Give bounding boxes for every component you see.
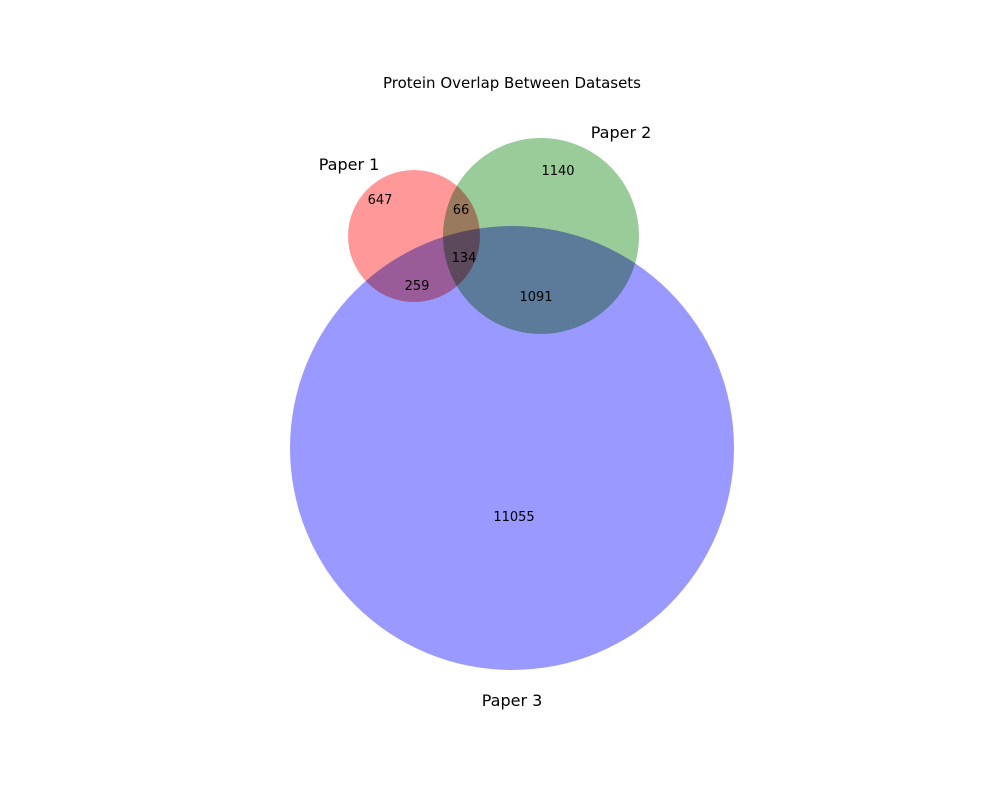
circles-layer (290, 138, 734, 670)
circle-paper-1 (348, 170, 480, 302)
region-label-paper-1-3: 259 (405, 279, 430, 294)
set-label-paper-3: Paper 3 (482, 691, 543, 710)
region-label-paper-1-only: 647 (368, 193, 393, 208)
set-label-paper-2: Paper 2 (591, 123, 652, 142)
circle-paper-3 (290, 226, 734, 670)
region-label-paper-2-3: 1091 (519, 290, 552, 305)
circle-paper-2 (443, 138, 639, 334)
chart-title: Protein Overlap Between Datasets (383, 74, 641, 92)
region-label-paper-3-only: 11055 (493, 510, 534, 525)
region-label-paper-2-only: 1140 (541, 164, 574, 179)
region-label-paper-1-2-3: 134 (452, 251, 477, 266)
set-label-paper-1: Paper 1 (319, 155, 380, 174)
region-label-paper-1-2: 66 (453, 203, 470, 218)
